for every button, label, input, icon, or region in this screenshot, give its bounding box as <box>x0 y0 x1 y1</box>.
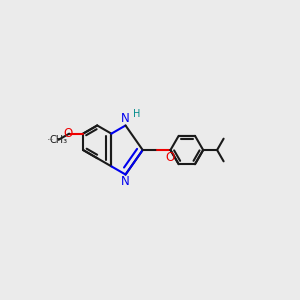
Text: CH₃: CH₃ <box>50 135 68 145</box>
Text: methoxy: methoxy <box>48 139 55 140</box>
Text: N: N <box>121 175 130 188</box>
Text: O: O <box>63 127 73 140</box>
Text: O: O <box>165 151 174 164</box>
Text: H: H <box>133 109 140 118</box>
Text: N: N <box>121 112 130 125</box>
